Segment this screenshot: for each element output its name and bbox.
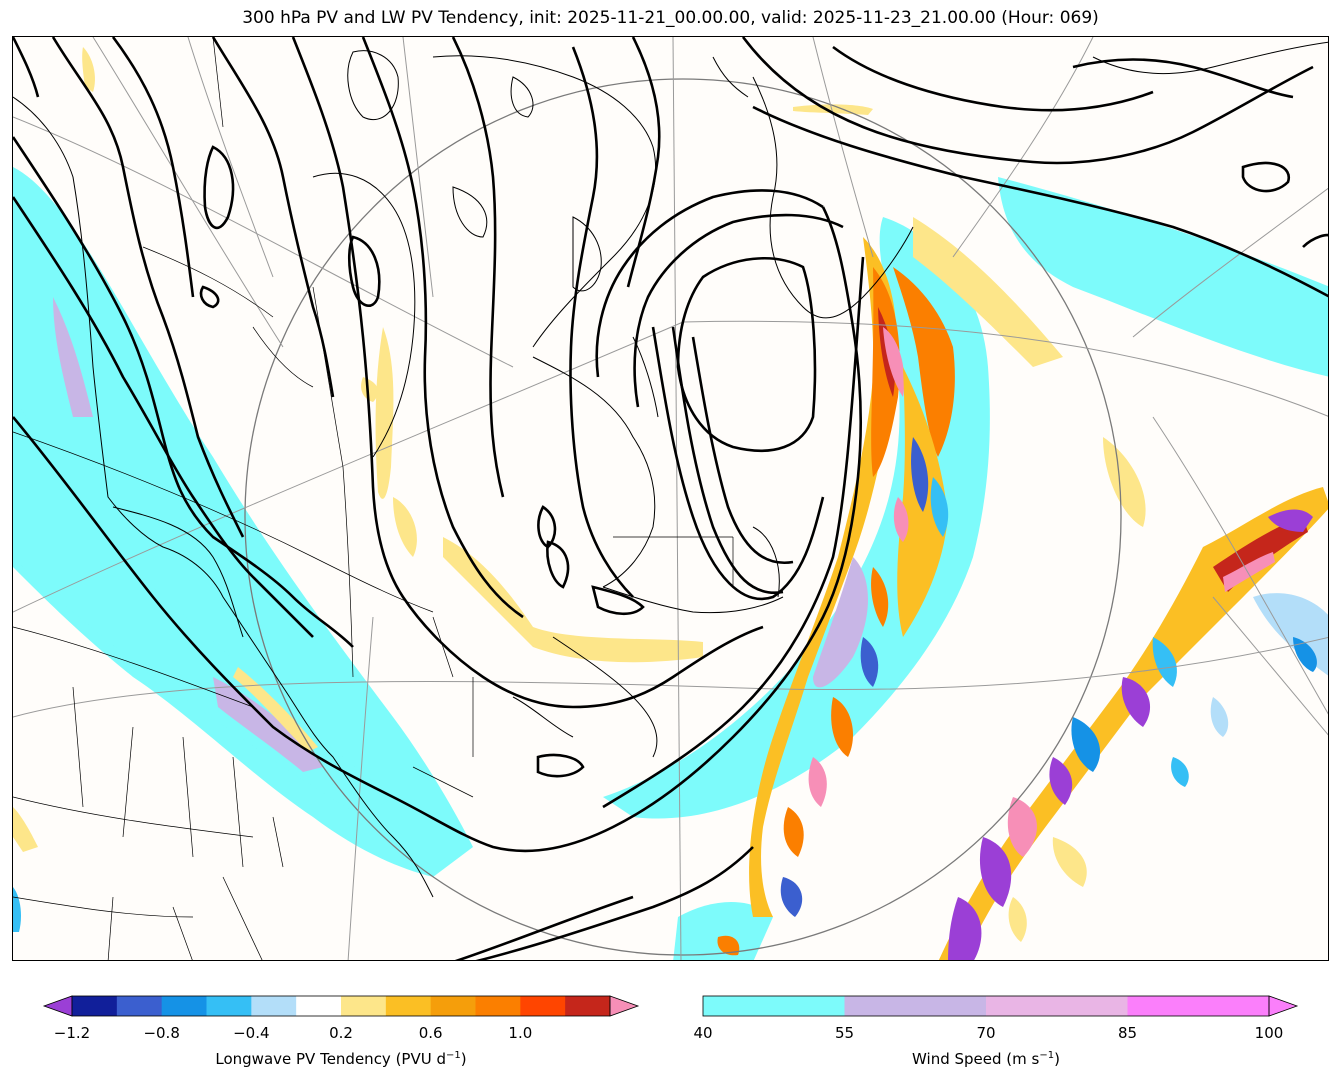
colorbar-bin [251,996,297,1016]
colorbar-tick-label: 85 [1117,1024,1138,1042]
colorbar-tick-label: 100 [1254,1024,1284,1042]
colorbar-wind-speed-label: Wind Speed (m s−1) [912,1050,1060,1068]
colorbar-tick-label: 1.0 [508,1024,533,1042]
colorbar-tick-label: −0.4 [233,1024,270,1042]
wind-speed-shading [13,167,1328,960]
colorbar-bin [520,996,566,1016]
colorbar-tick-label: 40 [693,1024,713,1042]
colorbar-tick-label: 0.6 [418,1024,443,1042]
colorbar-bin [296,996,342,1016]
pv-contours [13,37,1328,960]
colorbar-bin [565,996,611,1016]
colorbar-tick-label: −1.2 [53,1024,91,1042]
colorbar-bin [703,996,845,1016]
colorbar-bin [385,996,432,1016]
colorbar-tick-label: 55 [834,1024,855,1042]
colorbar-bin [116,996,163,1016]
colorbar-wind-speed [702,995,1299,1017]
colorbar-tick-label: 0.2 [329,1024,353,1042]
colorbar-pv-tendency-label: Longwave PV Tendency (PVU d−1) [215,1050,467,1068]
map-canvas [13,37,1328,960]
colorbar-tick-label: 70 [976,1024,996,1042]
colorbar-extend-max [609,995,640,1017]
colorbar-frame [71,995,611,1017]
colorbar-bin [161,996,207,1016]
colorbar-frame [702,995,1270,1017]
colorbar-bin [986,996,1128,1016]
colorbar-bin [1127,996,1270,1016]
colorbar-bin [206,996,252,1016]
political-borders [13,37,734,960]
figure-title: 300 hPa PV and LW PV Tendency, init: 202… [242,8,1099,28]
colorbar-pv-tendency [42,995,640,1017]
colorbar-bin [430,996,476,1016]
colorbar-tick-label: −0.8 [143,1024,180,1042]
colorbar-extend-max [1268,995,1299,1017]
colorbar-bin [72,996,118,1016]
colorbar-bin [844,996,987,1016]
colorbar-extend-min [42,995,73,1017]
map-panel[interactable] [12,36,1329,961]
colorbar-bin [341,996,387,1016]
colorbar-bin [475,996,521,1016]
